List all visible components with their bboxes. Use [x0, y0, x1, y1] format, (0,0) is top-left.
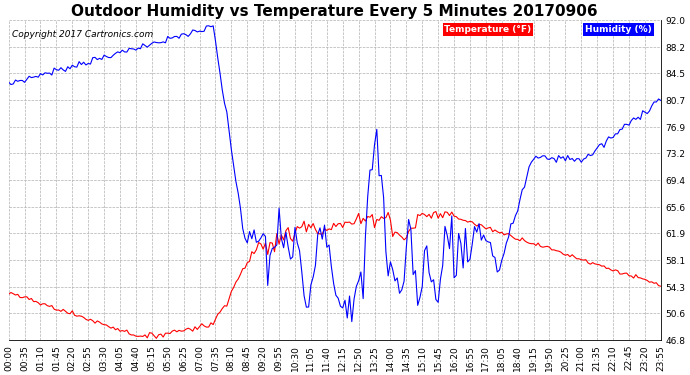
Text: Humidity (%): Humidity (%) — [585, 25, 652, 34]
Text: Copyright 2017 Cartronics.com: Copyright 2017 Cartronics.com — [12, 30, 153, 39]
Text: Temperature (°F): Temperature (°F) — [444, 25, 531, 34]
Title: Outdoor Humidity vs Temperature Every 5 Minutes 20170906: Outdoor Humidity vs Temperature Every 5 … — [72, 4, 598, 19]
